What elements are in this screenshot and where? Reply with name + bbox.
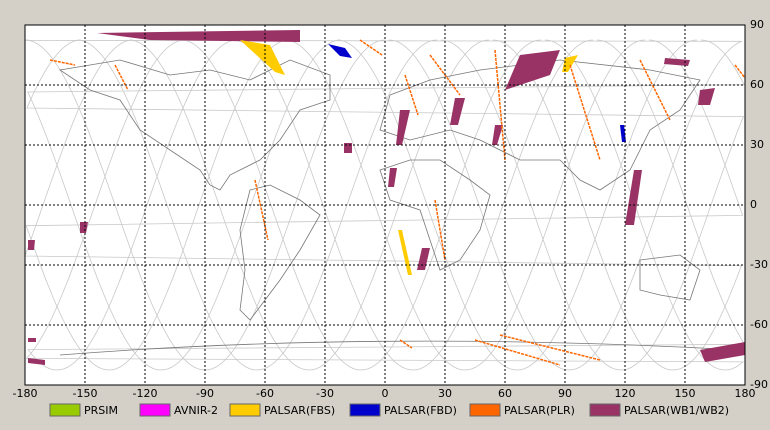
orbit-track bbox=[336, 39, 698, 371]
x-tick-label: -120 bbox=[133, 387, 158, 400]
orbit-track bbox=[284, 39, 646, 371]
orbit-track bbox=[24, 39, 742, 371]
x-tick-label: 60 bbox=[498, 387, 512, 400]
legend-swatch bbox=[469, 403, 501, 417]
y-tick-label: -90 bbox=[750, 378, 768, 391]
legend-label: AVNIR-2 bbox=[174, 404, 218, 417]
legend-swatch bbox=[229, 403, 261, 417]
legend: PRSIM AVNIR-2 PALSAR(FBS) PALSAR(FBD) PALSAR… bbox=[49, 403, 729, 417]
legend-label: PALSAR(FBD) bbox=[384, 404, 457, 417]
x-tick-label: -30 bbox=[316, 387, 334, 400]
orbit-track bbox=[27, 39, 746, 371]
orbit-track bbox=[27, 39, 745, 371]
plr-tracks bbox=[49, 39, 746, 366]
x-tick-label: 180 bbox=[735, 387, 756, 400]
orbit-track bbox=[76, 39, 438, 371]
legend-swatch bbox=[349, 403, 381, 417]
x-tick-label: 150 bbox=[675, 387, 696, 400]
axes: -180 -150 -120 -90 -60 -30 0 30 60 90 120 150 180 90 6… bbox=[13, 18, 768, 400]
orbit-track bbox=[25, 39, 744, 371]
orbit-track bbox=[232, 39, 594, 371]
legend-swatch bbox=[49, 403, 81, 417]
orbit-track bbox=[128, 39, 490, 371]
legend-swatch bbox=[139, 403, 171, 417]
y-tick-label: -30 bbox=[750, 258, 768, 271]
x-tick-label: -60 bbox=[256, 387, 274, 400]
orbit-track bbox=[25, 39, 742, 371]
x-tick-label: 30 bbox=[438, 387, 452, 400]
orbit-track bbox=[25, 39, 745, 371]
legend-swatch bbox=[589, 403, 621, 417]
x-tick-label: -150 bbox=[73, 387, 98, 400]
x-tick-label: -90 bbox=[196, 387, 214, 400]
y-tick-label: 30 bbox=[750, 138, 764, 151]
x-tick-label: 90 bbox=[558, 387, 572, 400]
legend-label: PRSIM bbox=[84, 404, 118, 417]
y-tick-label: 60 bbox=[750, 78, 764, 91]
legend-label: PALSAR(PLR) bbox=[504, 404, 575, 417]
y-tick-label: -60 bbox=[750, 318, 768, 331]
x-tick-label: 0 bbox=[382, 387, 389, 400]
orbit-track bbox=[180, 39, 542, 371]
y-tick-label: 0 bbox=[750, 198, 757, 211]
legend-label: PALSAR(WB1/WB2) bbox=[624, 404, 729, 417]
y-tick-label: 90 bbox=[750, 18, 764, 31]
x-tick-label: 120 bbox=[615, 387, 636, 400]
plot-frame bbox=[24, 24, 746, 386]
legend-label: PALSAR(FBS) bbox=[264, 404, 335, 417]
x-tick-label: -180 bbox=[13, 387, 38, 400]
swaths bbox=[28, 30, 745, 365]
